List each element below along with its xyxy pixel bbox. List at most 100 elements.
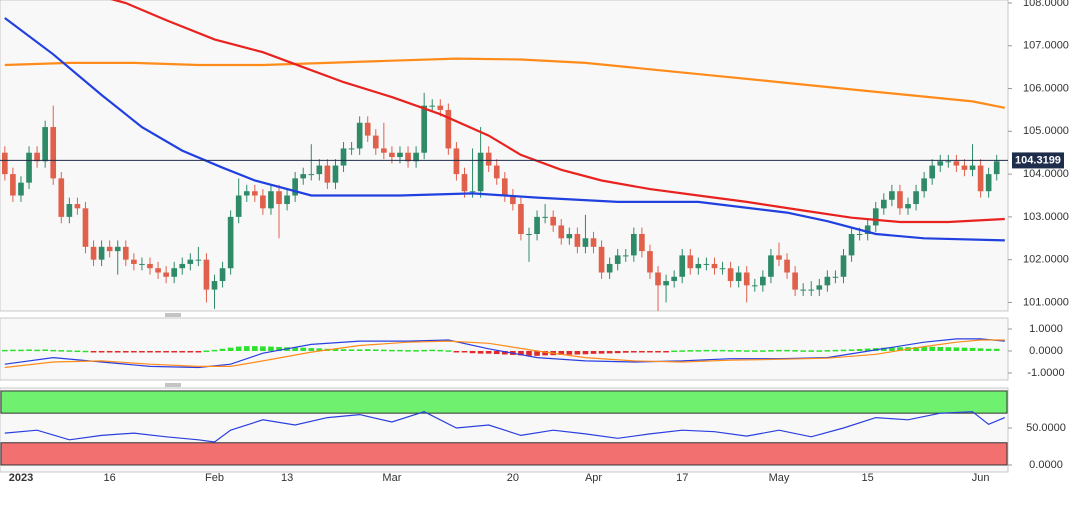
macd-histogram-bar <box>268 346 274 351</box>
x-tick-label: 15 <box>862 472 874 484</box>
macd-histogram-bar <box>163 350 169 353</box>
macd-histogram-bar <box>808 350 815 352</box>
macd-histogram-bar <box>308 348 315 351</box>
candle-body <box>356 122 363 149</box>
macd-histogram-bar <box>34 349 40 352</box>
candle-body <box>453 148 460 175</box>
candle-body <box>848 233 855 256</box>
candle-body <box>880 199 887 209</box>
macd-histogram-bar <box>913 347 919 351</box>
candle-body <box>816 285 823 290</box>
candle-body <box>413 152 419 162</box>
macd-histogram-bar <box>977 348 984 351</box>
candle-body <box>808 289 815 291</box>
indicator-line <box>4 411 1006 443</box>
macd-histogram-bar <box>356 349 363 351</box>
macd-histogram-bar <box>131 350 137 353</box>
macd-histogram-bar <box>993 348 1000 351</box>
candle-body <box>840 255 847 277</box>
macd-histogram-bar <box>631 350 637 353</box>
candle-body <box>510 195 516 205</box>
macd-histogram-bar <box>501 350 508 355</box>
candle-body <box>695 263 702 269</box>
macd-histogram-bar <box>590 350 597 354</box>
macd-histogram-bar <box>647 350 653 353</box>
macd-histogram-bar <box>598 350 605 354</box>
candle-body <box>953 161 960 166</box>
macd-plot <box>2 338 1005 369</box>
candle-body <box>445 109 452 149</box>
candle-body <box>50 127 57 179</box>
candle-body <box>284 195 290 205</box>
candle-body <box>574 233 581 247</box>
macd-histogram-bar <box>74 350 81 353</box>
y-tick-label: 108.0000 <box>1023 0 1069 9</box>
macd-histogram-bar <box>751 350 758 352</box>
macd-histogram-bar <box>276 347 282 351</box>
candle-body <box>614 255 621 264</box>
macd-histogram-bar <box>840 349 847 352</box>
price-plot <box>0 0 1008 311</box>
macd-histogram-bar <box>90 350 97 353</box>
candle-body <box>864 225 871 234</box>
candle-body <box>493 165 500 179</box>
macd-histogram-bar <box>147 350 153 353</box>
macd-histogram-bar <box>421 349 427 352</box>
macd-histogram-bar <box>864 348 871 351</box>
macd-histogram-bar <box>719 349 726 352</box>
candle-body <box>647 251 653 273</box>
macd-histogram-bar <box>10 349 16 352</box>
candle-body <box>195 259 202 261</box>
candle-body <box>300 174 307 179</box>
indicator-line <box>4 17 1005 242</box>
macd-histogram-bar <box>703 349 710 352</box>
macd-histogram-bar <box>985 348 992 351</box>
macd-histogram-bar <box>679 350 686 352</box>
candle-body <box>566 233 573 239</box>
macd-histogram-bar <box>348 349 355 351</box>
macd-histogram-bar <box>655 350 661 353</box>
y-tick-label: 103.0000 <box>1023 211 1069 223</box>
candle-body <box>751 285 758 287</box>
macd-histogram-bar <box>485 350 492 354</box>
candle-body <box>139 263 145 265</box>
candle-body <box>727 268 734 282</box>
macd-histogram-bar <box>260 346 266 351</box>
candle-body <box>381 148 387 153</box>
macd-histogram-bar <box>397 349 403 352</box>
candle-body <box>719 268 726 270</box>
candle-body <box>760 276 766 286</box>
candle-body <box>260 195 266 209</box>
candle-body <box>663 281 669 286</box>
candle-body <box>308 174 315 176</box>
candle-body <box>550 216 557 226</box>
candle-body <box>122 246 129 260</box>
macd-histogram-bar <box>155 350 161 353</box>
macd-histogram-bar <box>663 350 669 353</box>
macd-histogram-bar <box>179 350 186 353</box>
candle-body <box>897 191 903 209</box>
candle-body <box>348 148 355 150</box>
macd-histogram-bar <box>114 350 121 353</box>
y-tick-label: 106.0000 <box>1023 82 1069 94</box>
macd-histogram-bar <box>606 350 613 354</box>
macd-histogram-bar <box>800 350 806 352</box>
candle-body <box>340 148 347 166</box>
candle-body <box>26 152 32 183</box>
macd-histogram-bar <box>340 349 347 351</box>
candle-body <box>969 165 976 170</box>
candle-body <box>90 246 97 260</box>
candle-body <box>824 276 831 286</box>
candle-body <box>800 289 806 291</box>
macd-histogram-bar <box>98 350 105 353</box>
indicator-line <box>4 57 1006 109</box>
y-tick-label: 105.0000 <box>1023 125 1069 137</box>
x-tick-label: 20 <box>507 472 519 484</box>
candle-body <box>711 263 718 269</box>
candle-body <box>671 276 677 282</box>
x-tick-label: May <box>769 472 790 484</box>
last-price-label: 104.3199 <box>1015 154 1061 166</box>
candle-body <box>203 259 210 290</box>
candle-body <box>397 152 403 157</box>
